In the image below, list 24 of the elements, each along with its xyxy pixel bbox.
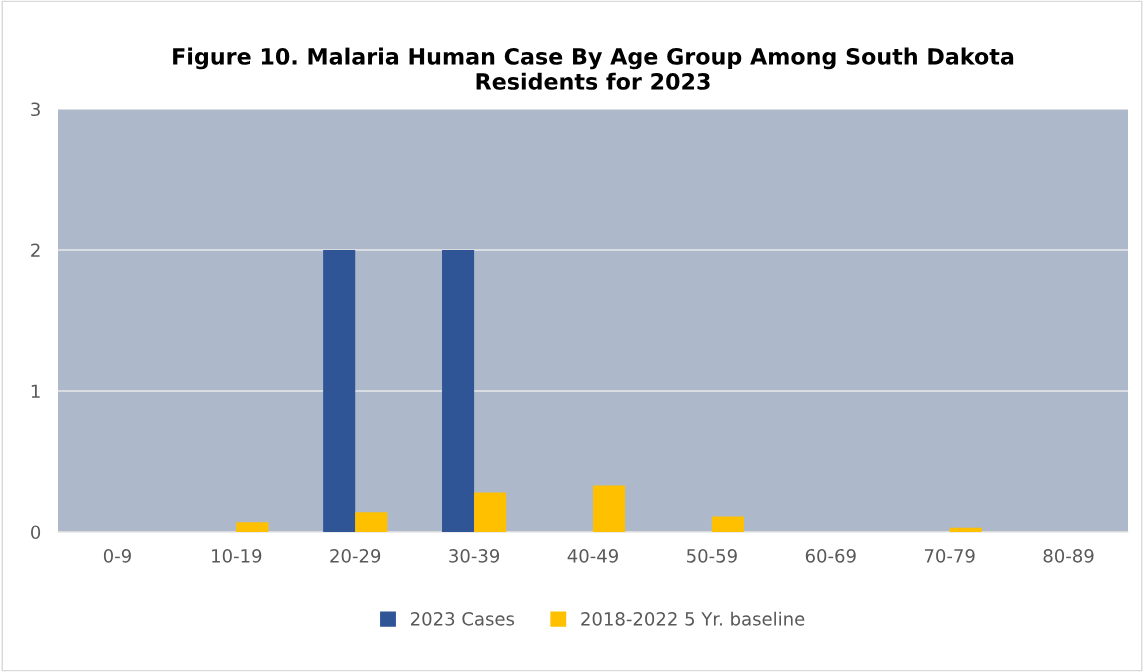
x-tick-label: 10-19 bbox=[212, 548, 262, 563]
x-tick-label: 40-49 bbox=[567, 548, 618, 563]
x-tick-label: 30-39 bbox=[449, 548, 500, 563]
bar bbox=[711, 516, 744, 532]
x-tick-label: 0-9 bbox=[103, 548, 131, 563]
legend-label: 2023 Cases bbox=[410, 612, 515, 626]
y-tick-label: 2 bbox=[31, 243, 40, 257]
x-tick-label: 70-79 bbox=[924, 548, 975, 563]
bar bbox=[949, 527, 982, 532]
y-tick-label: 0 bbox=[31, 525, 41, 540]
x-tick-label: 20-29 bbox=[330, 548, 381, 563]
y-tick-label: 1 bbox=[31, 384, 40, 398]
bar bbox=[593, 485, 626, 532]
x-tick-label: 50-59 bbox=[687, 548, 737, 563]
x-tick-label: 60-69 bbox=[805, 548, 856, 563]
bar bbox=[323, 250, 356, 532]
legend-label: 2018-2022 5 Yr. baseline bbox=[581, 611, 805, 626]
y-tick-label: 3 bbox=[31, 102, 40, 117]
chart-title: Figure 10. Malaria Human Case By Age Group Among South Dakota Residents for 2023 bbox=[173, 47, 1014, 90]
bar bbox=[236, 522, 269, 532]
x-tick-label: 80-89 bbox=[1043, 548, 1094, 563]
bar bbox=[474, 492, 507, 532]
bar bbox=[442, 250, 475, 532]
bar bbox=[355, 512, 388, 532]
